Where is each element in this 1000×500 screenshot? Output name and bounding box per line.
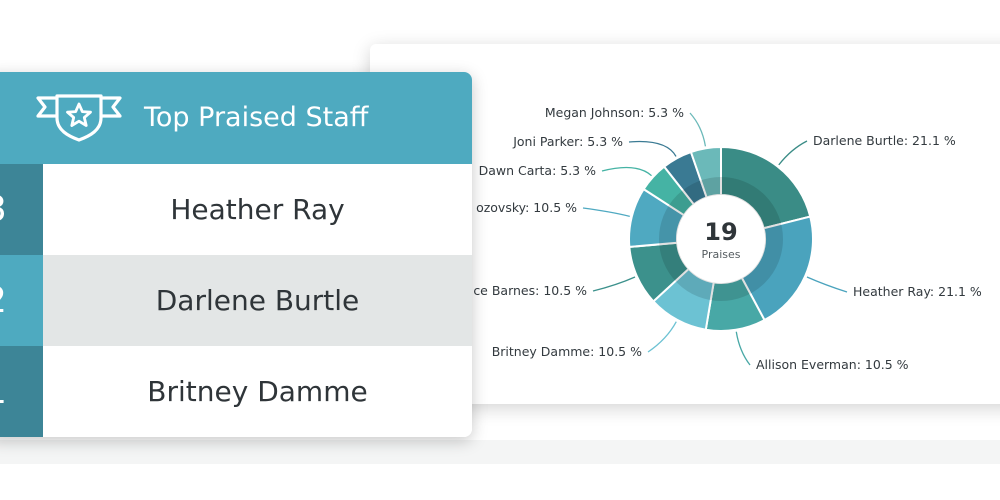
slice-leader-line: [778, 140, 808, 166]
staff-card-title: Top Praised Staff: [144, 102, 369, 133]
slice-label: Heather Ray: 21.1 %: [853, 284, 982, 299]
chart-center-value: 19: [704, 218, 737, 246]
slice-leader-line: [689, 112, 707, 147]
staff-name: Britney Damme: [147, 375, 368, 408]
slice-leader-line: [735, 331, 751, 366]
slice-label: Darlene Burtle: 21.1 %: [813, 133, 956, 148]
rank-badge: 1: [0, 346, 43, 437]
slice-leader-line: [582, 207, 630, 217]
slice-label: Joni Parker: 5.3 %: [512, 134, 623, 149]
background-strip: [0, 440, 1000, 464]
rank-badge: 3: [0, 164, 43, 255]
rank-badge: 2: [0, 255, 43, 346]
chart-center-label: Praises: [702, 248, 741, 261]
slice-label: Dawn Carta: 5.3 %: [479, 163, 597, 178]
rank-number: 2: [0, 255, 7, 346]
rank-number: 1: [0, 346, 7, 437]
praise-donut-chart: 19 Praises Darlene Burtle: 21.1 % Heathe…: [473, 105, 982, 372]
staff-name: Darlene Burtle: [155, 284, 360, 317]
donut-inner-shade: [659, 177, 783, 301]
top-praised-staff-card: Top Praised Staff 3 Heather Ray 2 Darlen…: [0, 72, 472, 437]
rank-number: 3: [0, 164, 7, 255]
slice-leader-line: [628, 140, 677, 157]
praise-chart-card: 19 Praises Darlene Burtle: 21.1 % Heathe…: [370, 44, 1000, 404]
slice-label: Britney Damme: 10.5 %: [492, 344, 642, 359]
donut-center: [677, 195, 765, 283]
award-badge-star-icon: [36, 94, 122, 142]
slice-leader-line: [601, 166, 652, 177]
staff-name: Heather Ray: [170, 193, 345, 226]
slice-leader-line: [647, 321, 677, 353]
slice-leader-line: [592, 276, 636, 292]
staff-row: 1 Britney Damme: [0, 346, 472, 437]
slice-label: ce Barnes: 10.5 %: [473, 283, 587, 298]
staff-row: 2 Darlene Burtle: [0, 255, 472, 346]
staff-card-header: Top Praised Staff: [0, 72, 472, 164]
slice-leader-line: [806, 276, 848, 293]
slice-label: Megan Johnson: 5.3 %: [545, 105, 684, 120]
slice-label: ozovsky: 10.5 %: [476, 200, 577, 215]
staff-row: 3 Heather Ray: [0, 164, 472, 255]
slice-label: Allison Everman: 10.5 %: [756, 357, 909, 372]
